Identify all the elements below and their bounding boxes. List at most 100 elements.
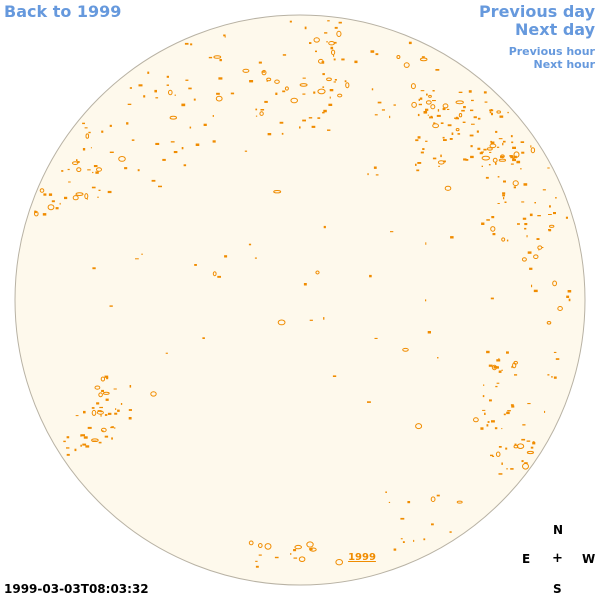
contour-mark (86, 198, 88, 200)
contour-mark (531, 284, 533, 288)
contour-mark (498, 138, 503, 140)
contour-mark (497, 203, 500, 204)
contour-mark (334, 26, 338, 29)
contour-mark (493, 366, 498, 369)
contour-mark (416, 169, 420, 172)
contour-mark (91, 186, 96, 189)
contour-mark (506, 239, 509, 242)
previous-hour-link[interactable]: Previous hour (508, 45, 595, 58)
contour-mark (522, 463, 529, 470)
contour-mark (547, 374, 550, 376)
contour-mark (490, 226, 496, 232)
contour-mark (95, 171, 99, 174)
contour-mark (333, 58, 336, 61)
contour-mark (516, 160, 521, 164)
contour-mark (495, 162, 497, 165)
contour-mark (526, 440, 531, 442)
contour-mark (127, 103, 132, 105)
contour-mark (497, 176, 500, 178)
contour-mark (369, 274, 372, 278)
solar-disk (14, 14, 586, 586)
compass-center-marker: + (552, 551, 563, 566)
year-link[interactable]: 1999 (348, 552, 376, 563)
contour-mark (327, 129, 331, 131)
contour-mark (323, 225, 326, 229)
contour-mark (548, 229, 552, 232)
contour-mark (532, 442, 536, 445)
contour-mark (402, 347, 409, 352)
contour-mark (502, 142, 504, 146)
contour-mark (473, 116, 477, 119)
contour-mark (154, 89, 157, 93)
contour-mark (520, 168, 522, 170)
contour-mark (375, 174, 379, 176)
next-day-link[interactable]: Next day (515, 20, 595, 39)
contour-mark (92, 440, 97, 442)
contour-mark (454, 117, 457, 119)
contour-mark (279, 121, 284, 124)
contour-mark (282, 54, 287, 56)
contour-mark (138, 84, 143, 87)
contour-mark (418, 103, 422, 106)
contour-mark (483, 148, 487, 151)
contour-mark (97, 410, 102, 412)
contour-mark (370, 50, 375, 53)
contour-mark (521, 201, 525, 203)
contour-mark (410, 83, 416, 90)
contour-mark (393, 548, 397, 551)
contour-mark (415, 163, 417, 166)
contour-mark (109, 124, 112, 127)
contour-mark (113, 427, 116, 429)
contour-mark (471, 99, 474, 102)
contour-mark (248, 243, 252, 246)
contour-mark (42, 213, 47, 216)
contour-mark (67, 168, 70, 171)
contour-mark (104, 375, 109, 378)
contour-mark (513, 186, 516, 189)
contour-mark (82, 148, 86, 151)
contour-mark (455, 116, 458, 118)
contour-mark (510, 135, 513, 138)
contour-mark (542, 189, 546, 191)
contour-mark (496, 359, 501, 362)
contour-mark (170, 141, 175, 143)
contour-mark (43, 193, 47, 196)
contour-mark (104, 435, 109, 438)
contour-mark (420, 90, 425, 92)
contour-mark (377, 101, 382, 104)
contour-mark (259, 111, 264, 116)
contour-mark (91, 409, 97, 416)
contour-mark (66, 436, 70, 439)
contour-mark (367, 401, 371, 403)
contour-mark (47, 204, 55, 211)
year-link-label[interactable]: 1999 (348, 552, 376, 563)
contour-mark (328, 41, 336, 46)
contour-mark (444, 185, 452, 191)
contour-mark (100, 414, 102, 417)
contour-mark (502, 192, 506, 195)
previous-day-link[interactable]: Previous day (478, 2, 595, 21)
contour-mark (188, 87, 192, 90)
contour-mark (496, 110, 502, 114)
contour-mark (113, 388, 117, 390)
contour-mark (98, 392, 103, 398)
contour-mark (158, 185, 162, 188)
contour-mark (385, 491, 387, 493)
back-to-year-link[interactable]: Back to 1999 (4, 2, 122, 21)
contour-mark (330, 46, 334, 50)
contour-mark (430, 104, 436, 110)
contour-mark (408, 41, 412, 45)
contour-mark (169, 115, 178, 120)
contour-mark (374, 337, 378, 339)
contour-mark (432, 157, 437, 160)
contour-mark (120, 403, 123, 405)
contour-mark (415, 139, 419, 142)
contour-mark (102, 430, 104, 432)
contour-mark (249, 80, 254, 83)
next-hour-link[interactable]: Next hour (533, 58, 596, 71)
contour-mark (530, 446, 534, 449)
contour-mark (217, 275, 221, 278)
contour-mark (541, 247, 544, 248)
contour-mark (212, 271, 217, 277)
